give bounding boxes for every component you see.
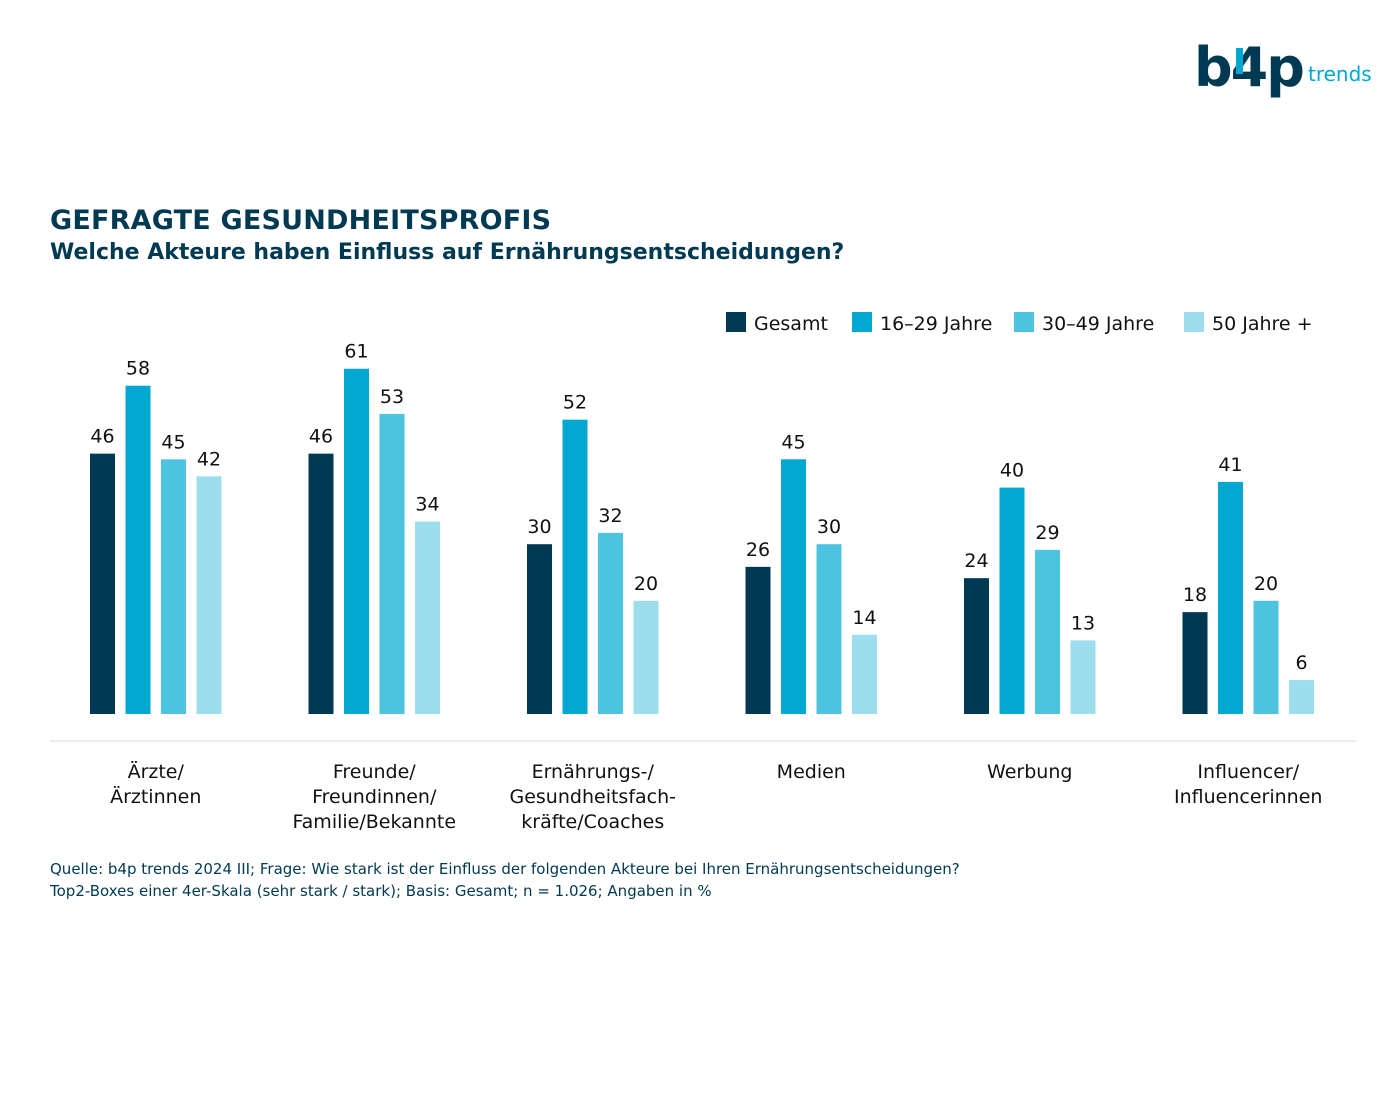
legend-label: Gesamt: [754, 313, 828, 335]
category-label: Werbung: [987, 761, 1072, 783]
value-label: 20: [1254, 573, 1278, 595]
legend-swatch: [852, 312, 872, 332]
value-label: 61: [344, 341, 368, 363]
source-line-2: Top2-Boxes einer 4er-Skala (sehr stark /…: [50, 882, 712, 900]
bar: [379, 414, 405, 714]
category-label: Influencer/Influencerinnen: [1174, 761, 1322, 808]
legend-swatch: [1184, 312, 1204, 332]
value-label: 14: [852, 607, 876, 629]
value-label: 40: [1000, 460, 1024, 482]
value-label: 6: [1295, 652, 1307, 674]
bar: [1035, 549, 1060, 714]
bar: [161, 459, 186, 714]
value-label: 58: [126, 358, 150, 380]
source-line-1: Quelle: b4p trends 2024 III; Frage: Wie …: [50, 860, 960, 878]
chart-title: GEFRAGTE GESUNDHEITSPROFIS: [50, 205, 552, 236]
category-label: Freunde/Freundinnen/Familie/Bekannte: [292, 761, 456, 833]
value-label: 46: [90, 426, 114, 448]
bar: [196, 476, 222, 714]
value-label: 24: [964, 550, 988, 572]
bar: [125, 385, 151, 714]
value-label: 18: [1183, 584, 1207, 606]
chart-subtitle: Welche Akteure haben Einfluss auf Ernähr…: [50, 240, 845, 265]
bar: [964, 578, 989, 714]
category-label: Ärzte/Ärztinnen: [110, 760, 201, 808]
bar: [999, 487, 1025, 714]
category-label: Ernährungs-/Gesundheitsfach-kräfte/Coach…: [510, 761, 677, 833]
logo-plus-icon: [1236, 48, 1243, 74]
category-label: Medien: [777, 761, 846, 783]
value-label: 30: [527, 516, 551, 538]
value-label: 53: [380, 386, 404, 408]
bar: [415, 521, 440, 714]
value-label: 45: [161, 431, 185, 453]
bar: [90, 453, 115, 714]
value-label: 41: [1218, 454, 1242, 476]
bar: [781, 459, 806, 714]
bar: [816, 544, 842, 714]
value-label: 42: [197, 448, 221, 470]
b4p-trends-logo: b4p trends: [1180, 28, 1380, 108]
bar: [344, 368, 369, 714]
bar: [1218, 481, 1243, 714]
bar: [1253, 600, 1279, 714]
bar: [1182, 612, 1208, 714]
value-label: 26: [746, 539, 770, 561]
bar: [562, 419, 588, 714]
legend-swatch: [726, 312, 746, 332]
value-label: 20: [634, 573, 658, 595]
bar: [1289, 680, 1314, 714]
value-label: 52: [563, 392, 587, 414]
value-label: 34: [415, 494, 439, 516]
value-label: 29: [1035, 522, 1059, 544]
value-label: 32: [598, 505, 622, 527]
legend-swatch: [1014, 312, 1034, 332]
bar: [598, 532, 623, 714]
source-note: Quelle: b4p trends 2024 III; Frage: Wie …: [50, 858, 960, 902]
value-label: 46: [309, 426, 333, 448]
bar: [633, 600, 659, 714]
bar: [852, 634, 877, 714]
legend-label: 16–29 Jahre: [880, 313, 992, 335]
bar: [1070, 640, 1096, 714]
value-label: 45: [781, 431, 805, 453]
legend-label: 50 Jahre +: [1212, 313, 1313, 335]
bar: [308, 453, 334, 714]
value-label: 30: [817, 516, 841, 538]
bar: [745, 566, 771, 714]
bar: [527, 544, 552, 714]
logo-main-text: b4p: [1194, 36, 1303, 99]
logo-sub-text: trends: [1308, 62, 1372, 86]
legend-label: 30–49 Jahre: [1042, 313, 1154, 335]
value-label: 13: [1071, 612, 1095, 634]
